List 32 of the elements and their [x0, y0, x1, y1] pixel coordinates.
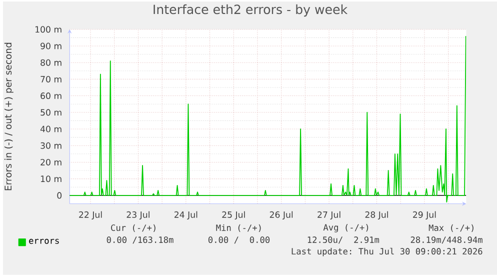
y-tick-label: 60 m — [40, 92, 62, 100]
text: Max (-/+) — [428, 224, 474, 232]
y-tick-label: 90 m — [40, 42, 62, 50]
y-tick-label: 100 m — [35, 26, 62, 33]
line-series — [70, 36, 466, 203]
y-tick-label: 20 m — [40, 159, 62, 166]
y-tick-label: 30 m — [40, 142, 62, 149]
y-tick-label: 70 m — [40, 76, 62, 83]
text: 28.19m/448.94m — [410, 236, 482, 244]
x-tick-label: 22 Jul — [79, 211, 102, 220]
y-tick-label: 10 m — [40, 176, 62, 182]
x-tick-label: 28 Jul — [365, 211, 388, 220]
x-tick-label: 29 Jul — [413, 211, 436, 220]
y-tick-label: 0 — [57, 192, 62, 199]
text: Min (-/+) — [216, 224, 261, 232]
text: Avg (-/+) — [323, 224, 368, 232]
y-tick-label: 80 m — [40, 59, 62, 66]
x-tick-label: 25 Jul — [222, 211, 245, 220]
text: Last update: Thu Jul 30 09:00:21 2026 — [292, 248, 482, 256]
legend-label: errors — [29, 238, 59, 244]
x-tick-label: 27 Jul — [318, 211, 340, 220]
y-tick-label: 50 m — [40, 109, 62, 116]
text: Cur (-/+) — [111, 224, 156, 232]
chart-title: Interface eth2 errors - by week — [154, 4, 348, 17]
x-tick-label: 23 Jul — [126, 211, 150, 220]
text: 0.00 /163.18m — [106, 236, 174, 244]
y-tick-label: 40 m — [40, 126, 62, 132]
y-axis-title: Errors in (-) / out (+) per second — [4, 42, 14, 190]
text: 12.50u/ 2.91m — [308, 236, 380, 244]
x-tick-label: 24 Jul — [174, 211, 198, 220]
x-tick-label: 26 Jul — [270, 211, 293, 220]
text: 0.00 / 0.00 — [208, 236, 270, 244]
